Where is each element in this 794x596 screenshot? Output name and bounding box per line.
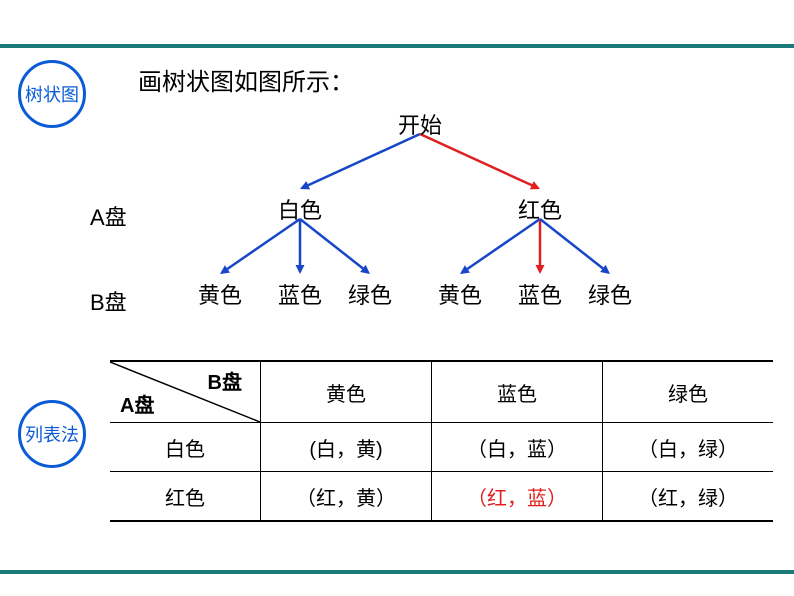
table-cell-1-2: （红，绿） (603, 472, 774, 522)
table-rowhead-1: 红色 (110, 472, 261, 522)
outcome-table: B盘 A盘黄色蓝色绿色白色(白，黄)（白，蓝）（白，绿）红色（红，黄）（红，蓝）… (110, 360, 773, 522)
tree-root: 开始 (398, 108, 442, 140)
tree-l2-5: 绿色 (588, 278, 632, 310)
arrow-root-l1-0 (302, 134, 420, 188)
tree-diagram: 开始A盘B盘白色红色黄色蓝色绿色黄色蓝色绿色 (50, 100, 750, 330)
tree-l2-3: 黄色 (438, 278, 482, 310)
top-rule (0, 44, 794, 48)
arrow-l1-l2-5 (540, 219, 608, 273)
arrow-root-l1-1 (420, 134, 538, 188)
arrow-l1-l2-4-head (536, 265, 545, 274)
arrow-l1-l2-2 (300, 219, 368, 273)
table-cell-0-1: （白，蓝） (432, 423, 603, 472)
tree-row-b-label: B盘 (90, 285, 127, 317)
tree-l1-1: 红色 (518, 193, 562, 225)
table-diag-header: B盘 A盘 (110, 361, 261, 423)
diag-top-label: B盘 (208, 366, 242, 395)
arrow-l1-l2-3 (462, 219, 540, 273)
table-cell-0-0: (白，黄) (261, 423, 432, 472)
tree-l2-2: 绿色 (348, 278, 392, 310)
table-col-0: 黄色 (261, 361, 432, 423)
table-cell-1-1: （红，蓝） (432, 472, 603, 522)
arrow-l1-l2-1-head (296, 265, 305, 274)
tree-l2-0: 黄色 (198, 278, 242, 310)
tree-l2-1: 蓝色 (278, 278, 322, 310)
table-rowhead-0: 白色 (110, 423, 261, 472)
table-cell-0-2: （白，绿） (603, 423, 774, 472)
table-col-2: 绿色 (603, 361, 774, 423)
intro-text: 画树状图如图所示： (138, 62, 354, 97)
arrow-l1-l2-0 (222, 219, 300, 273)
bottom-rule (0, 570, 794, 574)
tree-l1-0: 白色 (278, 193, 322, 225)
tree-row-a-label: A盘 (90, 200, 127, 232)
tree-l2-4: 蓝色 (518, 278, 562, 310)
table-cell-1-0: （红，黄） (261, 472, 432, 522)
diag-bot-label: A盘 (120, 389, 154, 418)
badge-table-label: 列表法 (25, 421, 79, 447)
table-col-1: 蓝色 (432, 361, 603, 423)
badge-table-method: 列表法 (18, 400, 86, 468)
